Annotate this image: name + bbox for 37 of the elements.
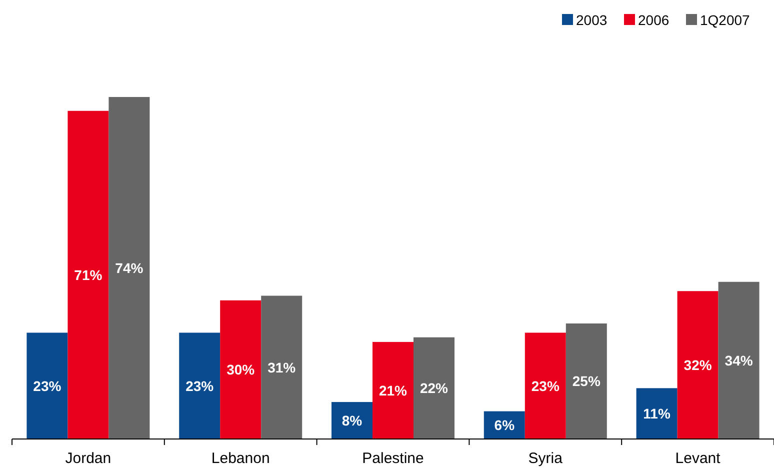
bar xyxy=(220,300,262,439)
x-tick-label: Palestine xyxy=(362,450,424,467)
bar xyxy=(179,332,220,439)
data-label: 23% xyxy=(531,378,560,394)
data-label: 34% xyxy=(724,352,754,368)
data-label: 32% xyxy=(684,357,712,374)
bar xyxy=(332,402,372,439)
data-label: 30% xyxy=(226,362,256,378)
bar xyxy=(636,388,678,439)
data-label: 23% xyxy=(33,378,62,394)
bar xyxy=(261,296,302,439)
data-label: 22% xyxy=(420,380,449,396)
legend-label: 2003 xyxy=(576,12,608,28)
data-label: 74% xyxy=(115,260,144,276)
x-tick-label: Jordan xyxy=(65,450,112,467)
legend-label: 1Q2007 xyxy=(700,12,750,28)
data-label: 8% xyxy=(342,412,363,429)
bar xyxy=(677,291,718,439)
data-label: 6% xyxy=(494,417,516,434)
data-label: 23% xyxy=(186,378,214,394)
bar xyxy=(566,323,607,439)
bar xyxy=(108,97,150,439)
bar xyxy=(68,110,109,439)
data-label: 25% xyxy=(572,373,601,390)
data-label: 31% xyxy=(268,359,296,376)
data-label: 71% xyxy=(74,266,103,283)
bar xyxy=(26,332,68,439)
legend-label: 2006 xyxy=(638,12,670,28)
x-tick-label: Levant xyxy=(675,450,722,467)
data-label: 11% xyxy=(643,406,671,422)
x-tick-label: Syria xyxy=(528,450,564,467)
data-label: 21% xyxy=(378,382,408,398)
x-tick-label: Lebanon xyxy=(211,450,270,467)
bar xyxy=(524,332,566,439)
bar xyxy=(414,337,454,439)
bar xyxy=(718,282,760,439)
bar xyxy=(372,342,414,439)
